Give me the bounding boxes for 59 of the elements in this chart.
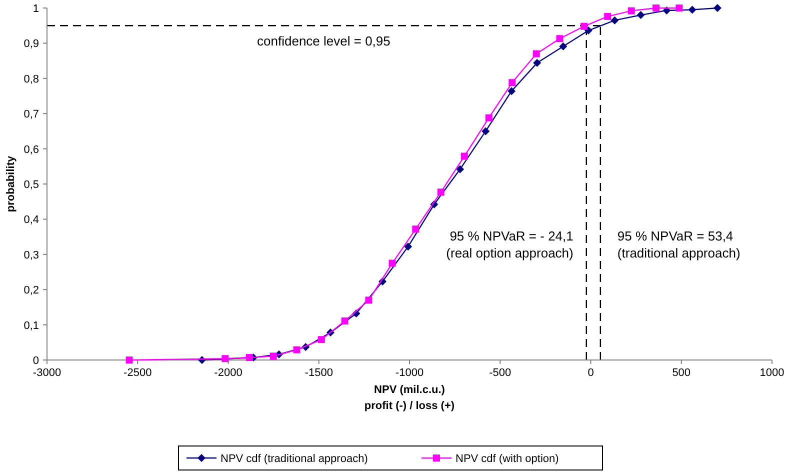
point xyxy=(246,354,253,362)
y-tick-label: 0,5 xyxy=(24,179,39,191)
y-tick-label: 0,6 xyxy=(24,144,39,156)
y-tick-label: 0,4 xyxy=(24,214,39,226)
point xyxy=(485,114,492,122)
point xyxy=(532,50,540,58)
x-tick-label: -1000 xyxy=(395,367,424,379)
point xyxy=(556,35,564,42)
point xyxy=(713,4,722,12)
point xyxy=(460,152,468,160)
y-axis-title: probability xyxy=(5,155,17,212)
legend-label: NPV cdf (traditional approach) xyxy=(220,453,368,465)
x-tick-label: -500 xyxy=(489,367,512,379)
point xyxy=(404,242,412,251)
y-tick-label: 0,9 xyxy=(24,38,39,50)
y-tick-label: 0,8 xyxy=(24,73,39,86)
y-tick-label: 0,1 xyxy=(24,320,39,332)
point xyxy=(270,352,277,360)
point xyxy=(662,6,671,14)
point xyxy=(636,11,645,20)
point xyxy=(628,7,635,14)
x-tick-label: -2000 xyxy=(214,367,242,379)
point xyxy=(676,4,683,12)
point xyxy=(437,188,444,196)
x-tick-label: 1000 xyxy=(760,367,784,379)
point xyxy=(508,87,516,96)
point xyxy=(293,346,300,354)
ref-line-label: confidence level = 0,95 xyxy=(257,34,390,49)
point xyxy=(126,356,133,364)
y-tick-label: 1 xyxy=(32,3,39,15)
y-tick-label: 0,2 xyxy=(24,284,39,297)
point xyxy=(365,296,372,304)
point xyxy=(341,317,348,324)
point xyxy=(604,12,612,20)
x-tick-label: 0 xyxy=(588,367,594,379)
point xyxy=(508,79,516,86)
legend-label: NPV cdf (with option) xyxy=(456,453,559,465)
point xyxy=(222,355,229,362)
ref-line-label: 95 % NPVaR = 53,4 (traditional approach) xyxy=(617,228,740,260)
ref-line-label: 95 % NPVaR = - 24,1 (real option approach) xyxy=(446,228,574,260)
point xyxy=(533,58,542,67)
x-tick-label: -3000 xyxy=(32,367,62,379)
point xyxy=(610,16,619,24)
point xyxy=(388,260,396,267)
y-tick-label: 0,7 xyxy=(24,108,39,121)
x-axis-title: NPV (mil.c.u.) profit (-) / loss (+) xyxy=(364,384,455,412)
point xyxy=(580,22,588,30)
y-tick-label: 0,3 xyxy=(24,249,39,262)
point xyxy=(688,6,696,14)
point xyxy=(652,4,660,12)
point xyxy=(456,165,464,174)
point xyxy=(318,336,325,344)
point xyxy=(412,226,420,233)
point xyxy=(482,127,490,136)
point xyxy=(559,42,568,50)
y-tick-label: 0 xyxy=(32,355,39,367)
x-tick-label: -1500 xyxy=(304,367,333,379)
x-tick-label: -2500 xyxy=(124,367,152,379)
x-tick-label: 500 xyxy=(672,367,691,379)
